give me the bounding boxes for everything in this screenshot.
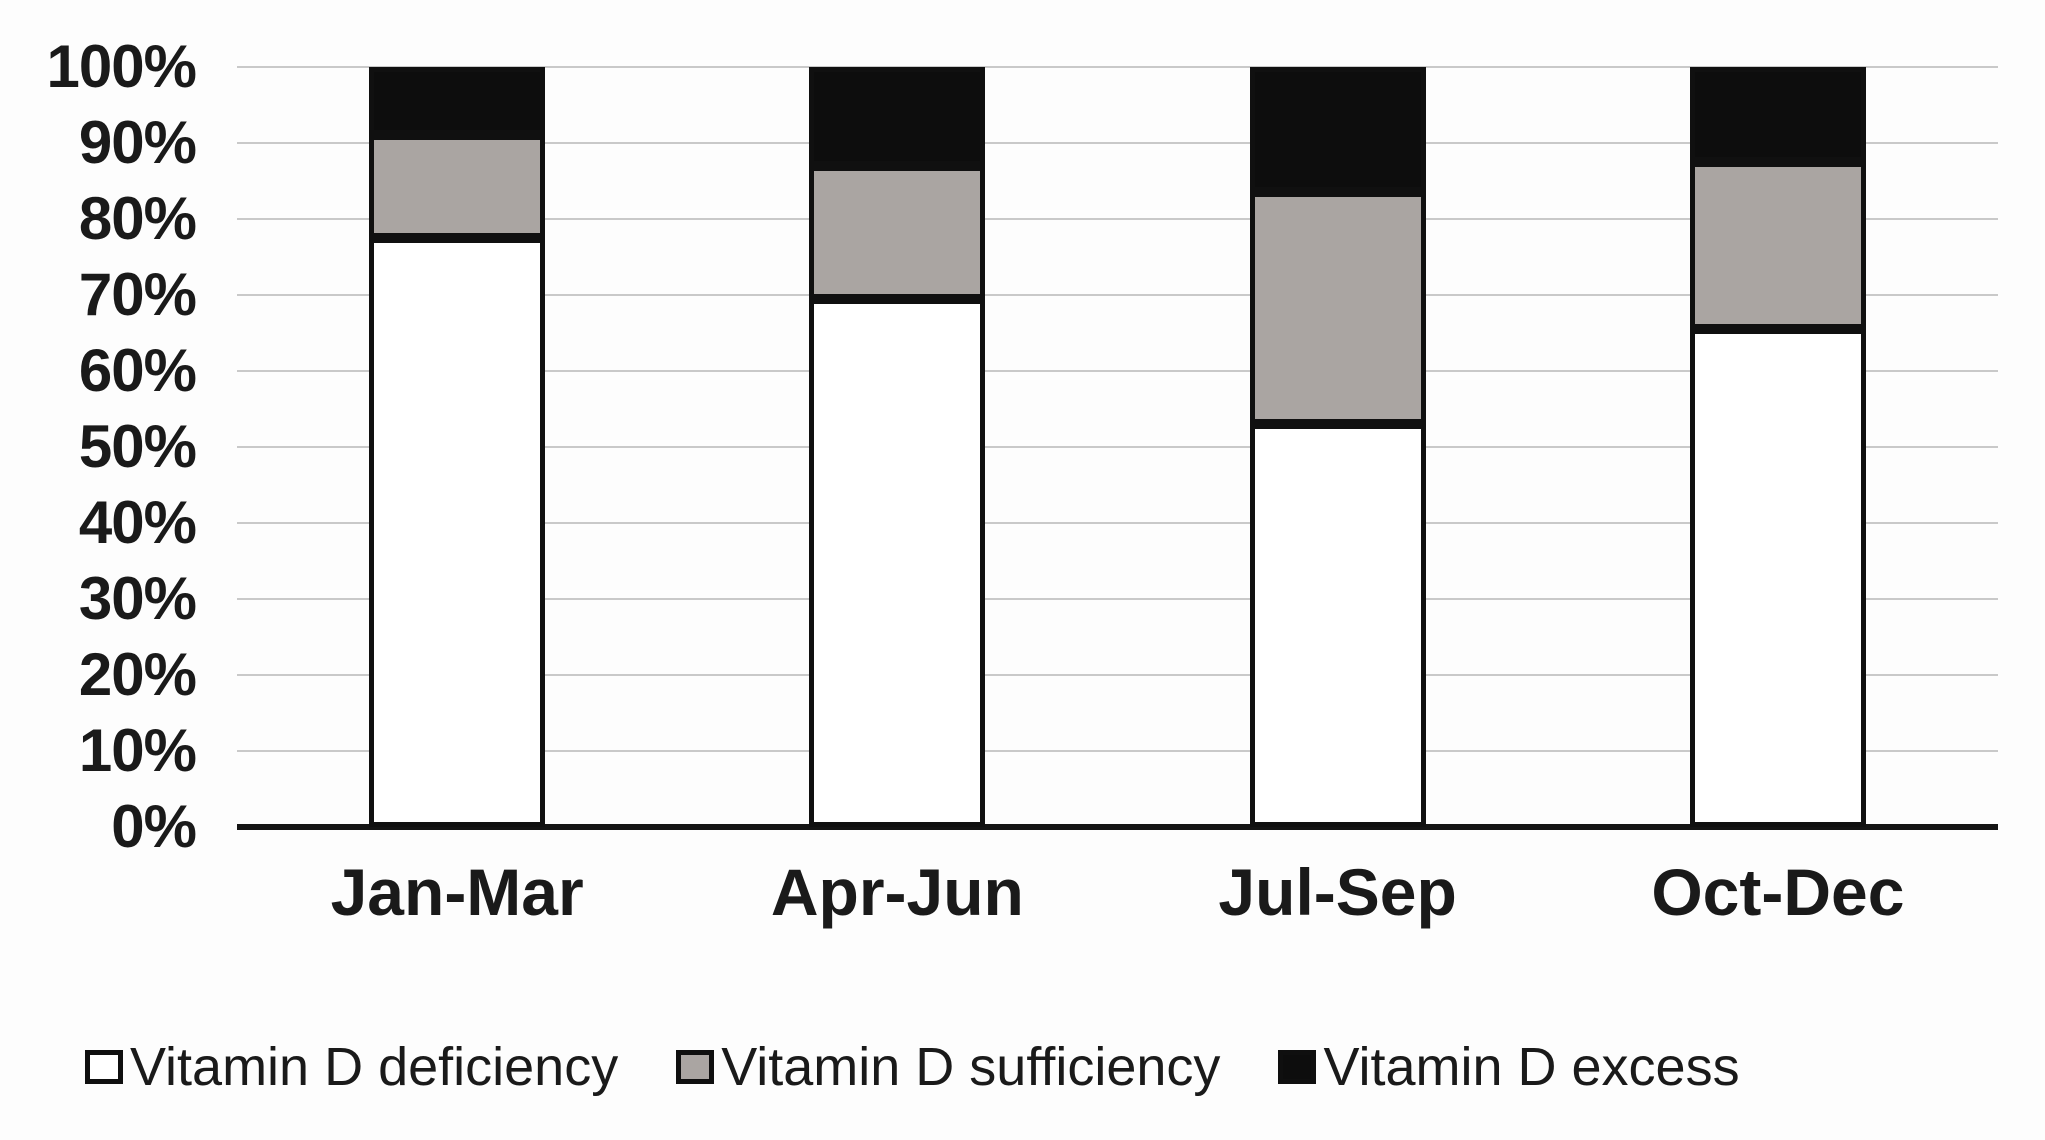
legend-label-vitamin-d-excess: Vitamin D excess bbox=[1323, 1037, 1740, 1097]
bar-slot-oct-dec bbox=[1558, 67, 1998, 827]
gridline-20pct bbox=[237, 674, 1998, 676]
gridline-90pct bbox=[237, 142, 1998, 144]
x-axis-line bbox=[237, 824, 1998, 830]
legend-item-vitamin-d-excess: Vitamin D excess bbox=[1278, 1037, 1740, 1097]
gridline-40pct bbox=[237, 522, 1998, 524]
plot-area bbox=[237, 66, 1998, 830]
segment-vitamin-d-deficiency-jan-mar bbox=[369, 237, 546, 827]
y-axis-tick-labels: 100% 90% 80% 70% 60% 50% 40% 30% 20% 10% 0% bbox=[0, 0, 197, 900]
y-tick-label-50pct: 50% bbox=[78, 413, 197, 480]
stacked-bar-oct-dec bbox=[1689, 67, 1866, 827]
y-tick-label-20pct: 20% bbox=[78, 641, 197, 708]
gridline-60pct bbox=[237, 370, 1998, 372]
y-tick-label-100pct: 100% bbox=[46, 33, 197, 100]
y-tick-label-80pct: 80% bbox=[78, 185, 197, 252]
segment-vitamin-d-sufficiency-jul-sep bbox=[1249, 192, 1426, 425]
segment-vitamin-d-sufficiency-jan-mar bbox=[369, 135, 546, 238]
legend-swatch-icon-vitamin-d-excess bbox=[1278, 1050, 1317, 1084]
legend-swatch-icon-vitamin-d-deficiency bbox=[85, 1050, 123, 1084]
gridline-100pct bbox=[237, 66, 1998, 68]
gridline-80pct bbox=[237, 218, 1998, 220]
legend-item-vitamin-d-sufficiency: Vitamin D sufficiency bbox=[676, 1038, 1220, 1096]
x-category-label-oct-dec: Oct-Dec bbox=[1651, 855, 1905, 929]
x-axis-category-labels: Jan-Mar Apr-Jun Jul-Sep Oct-Dec bbox=[237, 858, 1998, 938]
y-tick-label-10pct: 10% bbox=[78, 717, 197, 784]
y-tick-label-40pct: 40% bbox=[78, 489, 197, 556]
gridline-30pct bbox=[237, 598, 1998, 600]
y-tick-label-30pct: 30% bbox=[78, 565, 197, 632]
segment-vitamin-d-sufficiency-apr-jun bbox=[809, 165, 986, 299]
legend-label-vitamin-d-sufficiency: Vitamin D sufficiency bbox=[721, 1037, 1221, 1097]
segment-vitamin-d-excess-jul-sep bbox=[1249, 67, 1426, 193]
segment-vitamin-d-excess-jan-mar bbox=[369, 67, 546, 136]
segment-vitamin-d-excess-oct-dec bbox=[1689, 67, 1866, 162]
y-tick-label-60pct: 60% bbox=[78, 337, 197, 404]
y-tick-label-0pct: 0% bbox=[111, 793, 197, 860]
segment-vitamin-d-excess-apr-jun bbox=[809, 67, 986, 166]
segment-vitamin-d-sufficiency-oct-dec bbox=[1689, 162, 1866, 330]
stacked-bar-jan-mar bbox=[369, 67, 546, 827]
gridline-10pct bbox=[237, 750, 1998, 752]
x-category-label-jan-mar: Jan-Mar bbox=[330, 855, 584, 929]
segment-vitamin-d-deficiency-jul-sep bbox=[1249, 424, 1426, 827]
legend-item-vitamin-d-deficiency: Vitamin D deficiency bbox=[85, 1038, 618, 1096]
y-tick-label-90pct: 90% bbox=[78, 109, 197, 176]
chart-legend: Vitamin D deficiency Vitamin D sufficienc… bbox=[85, 1038, 2025, 1096]
stacked-bar-jul-sep bbox=[1249, 67, 1426, 827]
gridline-50pct bbox=[237, 446, 1998, 448]
x-category-label-apr-jun: Apr-Jun bbox=[770, 855, 1024, 929]
legend-swatch-icon-vitamin-d-sufficiency bbox=[676, 1050, 715, 1084]
bar-slot-jul-sep bbox=[1118, 67, 1558, 827]
bar-slot-apr-jun bbox=[677, 67, 1117, 827]
segment-vitamin-d-deficiency-apr-jun bbox=[809, 298, 986, 827]
stacked-bar-apr-jun bbox=[809, 67, 986, 827]
y-tick-label-70pct: 70% bbox=[78, 261, 197, 328]
x-category-label-jul-sep: Jul-Sep bbox=[1218, 855, 1457, 929]
legend-label-vitamin-d-deficiency: Vitamin D deficiency bbox=[130, 1037, 619, 1097]
gridline-70pct bbox=[237, 294, 1998, 296]
segment-vitamin-d-deficiency-oct-dec bbox=[1689, 329, 1866, 827]
bar-slot-jan-mar bbox=[237, 67, 677, 827]
